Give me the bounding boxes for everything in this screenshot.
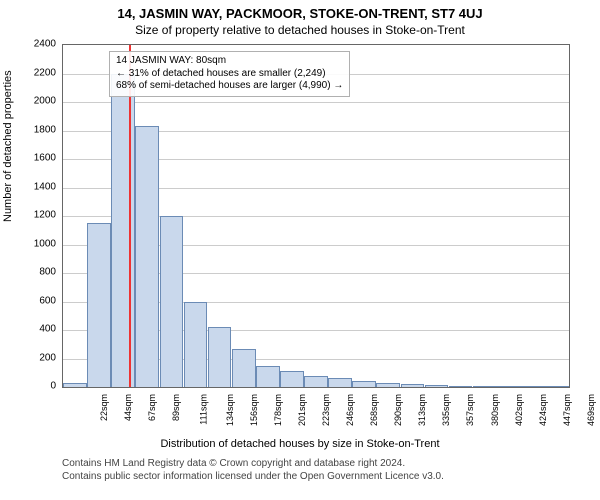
- x-tick-label: 469sqm: [586, 394, 596, 426]
- histogram-bar: [521, 386, 545, 387]
- histogram-bar: [184, 302, 208, 388]
- histogram-bar: [545, 386, 569, 387]
- x-tick-label: 178sqm: [273, 394, 283, 426]
- x-tick-label: 22sqm: [99, 394, 109, 421]
- y-tick-label: 400: [39, 324, 56, 335]
- y-tick-label: 2400: [34, 39, 56, 50]
- y-tick-label: 2000: [34, 96, 56, 107]
- histogram-bar: [256, 366, 280, 387]
- histogram-bar: [473, 386, 497, 387]
- plot-area: 14 JASMIN WAY: 80sqm ← 31% of detached h…: [62, 44, 570, 388]
- x-tick-label: 268sqm: [369, 394, 379, 426]
- footer-line-2: Contains public sector information licen…: [62, 471, 444, 484]
- y-axis-ticks: 0200400600800100012001400160018002000220…: [0, 44, 58, 388]
- annotation-line-1: 14 JASMIN WAY: 80sqm: [116, 55, 343, 68]
- annotation-line-2: ← 31% of detached houses are smaller (2,…: [116, 68, 343, 81]
- histogram-bar: [449, 386, 473, 387]
- x-tick-label: 89sqm: [171, 394, 181, 421]
- histogram-bar: [376, 383, 400, 387]
- x-tick-label: 223sqm: [321, 394, 331, 426]
- y-tick-label: 800: [39, 267, 56, 278]
- histogram-bar: [280, 371, 304, 387]
- x-tick-label: 201sqm: [297, 394, 307, 426]
- chart-title: 14, JASMIN WAY, PACKMOOR, STOKE-ON-TRENT…: [0, 0, 600, 21]
- y-tick-label: 1400: [34, 181, 56, 192]
- histogram-bar: [425, 385, 449, 387]
- annotation-box: 14 JASMIN WAY: 80sqm ← 31% of detached h…: [109, 51, 350, 97]
- histogram-bar: [111, 74, 135, 388]
- histogram-bar: [208, 327, 232, 387]
- histogram-bar: [63, 383, 87, 387]
- footer-line-1: Contains HM Land Registry data © Crown c…: [62, 458, 444, 471]
- histogram-bar: [497, 386, 521, 387]
- x-tick-label: 156sqm: [249, 394, 259, 426]
- histogram-bar: [232, 349, 256, 387]
- y-tick-label: 0: [50, 381, 56, 392]
- x-tick-label: 67sqm: [147, 394, 157, 421]
- x-tick-label: 246sqm: [345, 394, 355, 426]
- x-tick-label: 313sqm: [417, 394, 427, 426]
- y-tick-label: 200: [39, 352, 56, 363]
- x-tick-label: 111sqm: [199, 394, 209, 425]
- x-tick-label: 380sqm: [490, 394, 500, 426]
- x-axis-ticks: 22sqm 44sqm 67sqm 89sqm 111sqm 134sqm 156sqm 17…: [62, 390, 570, 440]
- x-axis-label: Distribution of detached houses by size …: [0, 438, 600, 450]
- y-tick-label: 600: [39, 295, 56, 306]
- y-tick-label: 1200: [34, 210, 56, 221]
- x-tick-label: 335sqm: [441, 394, 451, 426]
- annotation-line-3: 68% of semi-detached houses are larger (…: [116, 80, 343, 93]
- x-tick-label: 357sqm: [466, 394, 476, 426]
- y-tick-label: 1000: [34, 238, 56, 249]
- chart-container: 14, JASMIN WAY, PACKMOOR, STOKE-ON-TRENT…: [0, 0, 600, 500]
- x-tick-label: 134sqm: [225, 394, 235, 426]
- x-tick-label: 447sqm: [562, 394, 572, 426]
- x-tick-label: 424sqm: [538, 394, 548, 426]
- x-tick-label: 290sqm: [393, 394, 403, 426]
- x-tick-label: 402sqm: [514, 394, 524, 426]
- y-tick-label: 2200: [34, 67, 56, 78]
- histogram-bar: [352, 381, 376, 387]
- histogram-bar: [328, 378, 352, 387]
- chart-subtitle: Size of property relative to detached ho…: [0, 21, 600, 37]
- y-tick-label: 1600: [34, 153, 56, 164]
- histogram-bar: [135, 126, 159, 387]
- x-tick-label: 44sqm: [123, 394, 133, 421]
- y-tick-label: 1800: [34, 124, 56, 135]
- histogram-bar: [87, 223, 111, 387]
- histogram-bar: [160, 216, 184, 387]
- histogram-bar: [304, 376, 328, 387]
- attribution-footer: Contains HM Land Registry data © Crown c…: [62, 458, 444, 483]
- histogram-bar: [401, 384, 425, 387]
